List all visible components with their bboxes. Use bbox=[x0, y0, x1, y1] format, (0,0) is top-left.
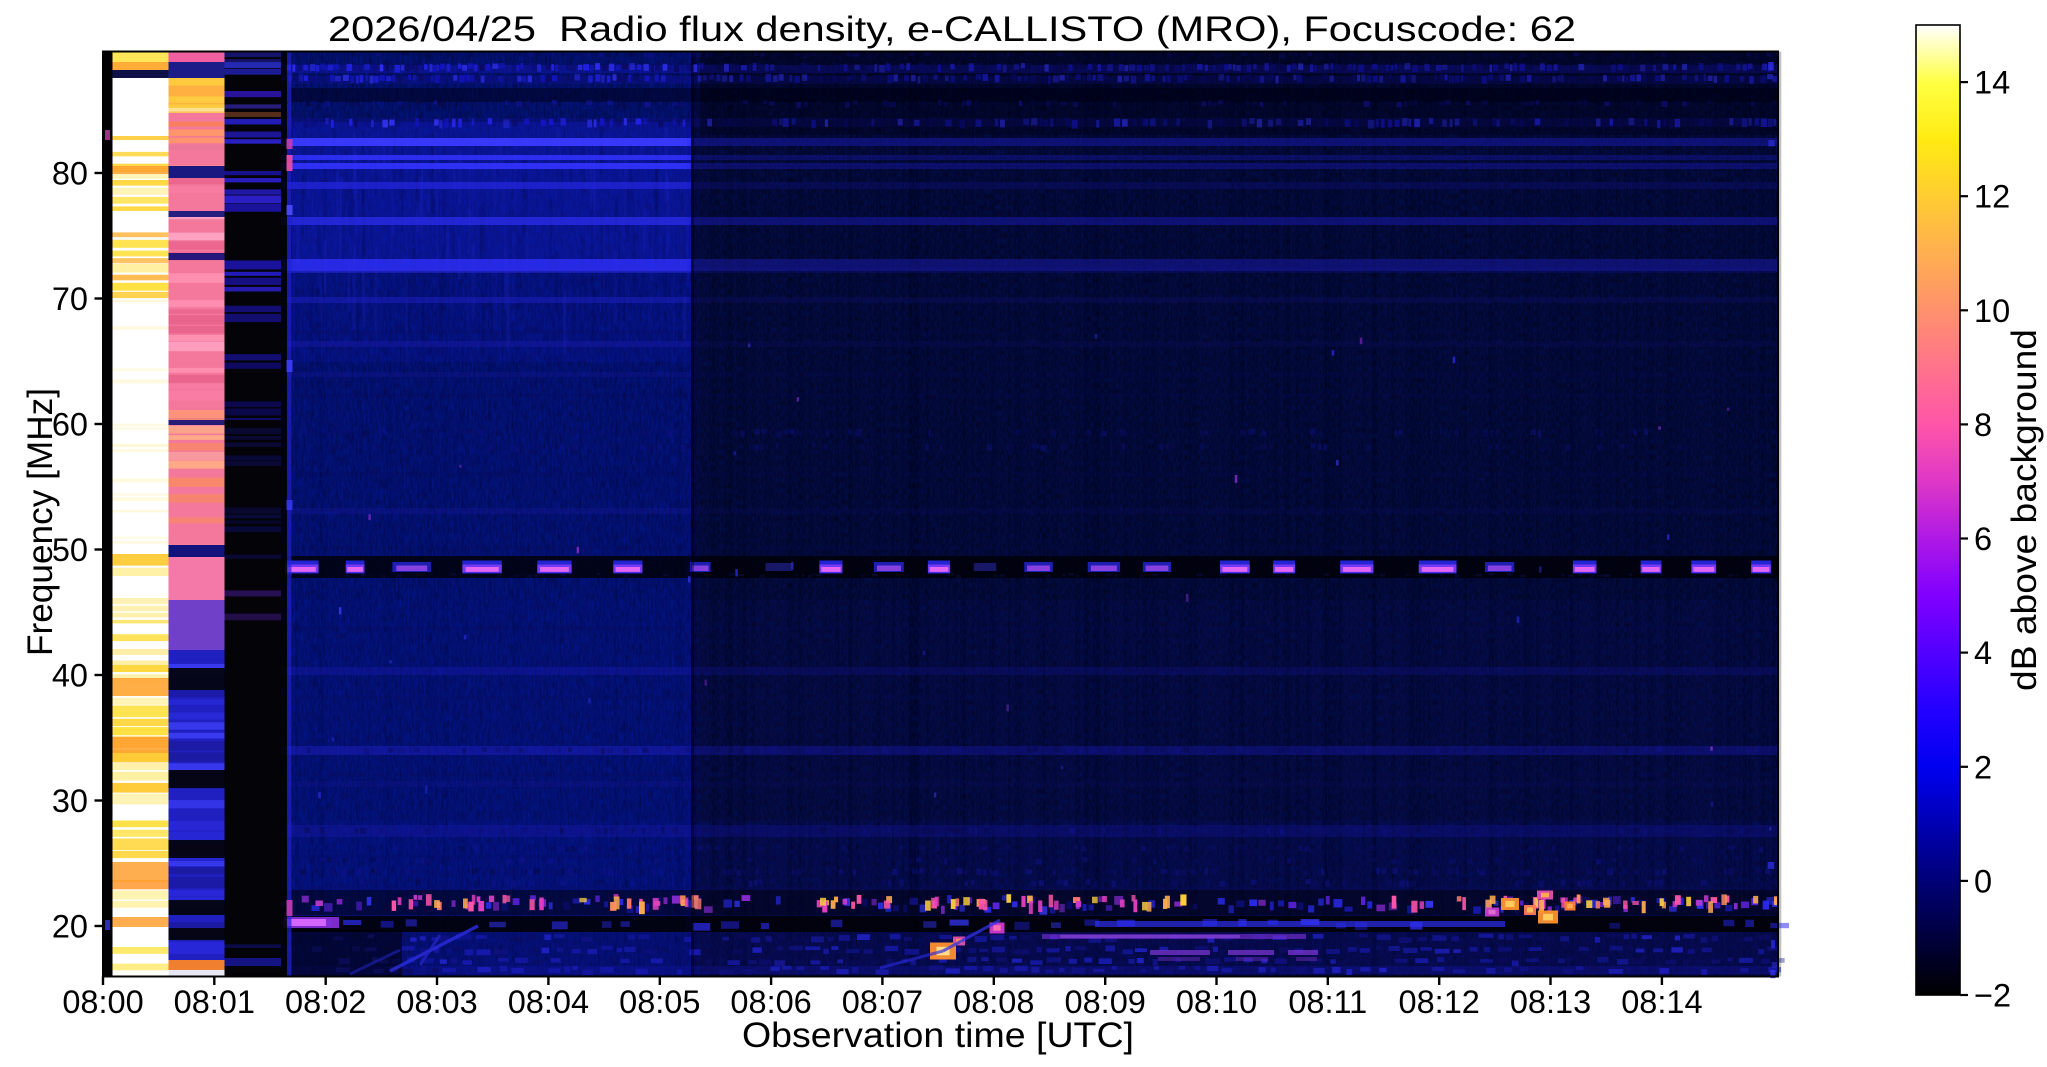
svg-text:2026/04/25 Radio flux density: 2026/04/25 Radio flux density, e-CALLIST… bbox=[328, 9, 1576, 49]
svg-text:40: 40 bbox=[52, 658, 88, 694]
svg-text:08:10: 08:10 bbox=[1176, 984, 1257, 1020]
svg-text:8: 8 bbox=[1974, 407, 1992, 443]
svg-text:60: 60 bbox=[52, 407, 88, 443]
svg-text:70: 70 bbox=[52, 281, 88, 317]
svg-text:08:05: 08:05 bbox=[619, 984, 700, 1020]
svg-text:dB above background: dB above background bbox=[2004, 329, 2044, 691]
svg-text:80: 80 bbox=[52, 156, 88, 192]
svg-text:50: 50 bbox=[52, 532, 88, 568]
svg-text:Observation time [UTC]: Observation time [UTC] bbox=[742, 1015, 1134, 1055]
svg-text:30: 30 bbox=[52, 783, 88, 819]
svg-text:08:08: 08:08 bbox=[953, 984, 1034, 1020]
svg-text:08:09: 08:09 bbox=[1065, 984, 1146, 1020]
svg-text:08:12: 08:12 bbox=[1399, 984, 1480, 1020]
svg-text:08:11: 08:11 bbox=[1288, 984, 1367, 1020]
svg-text:−2: −2 bbox=[1974, 978, 2011, 1014]
svg-text:08:06: 08:06 bbox=[730, 984, 811, 1020]
svg-text:08:00: 08:00 bbox=[62, 984, 143, 1020]
svg-text:08:07: 08:07 bbox=[842, 984, 923, 1020]
svg-text:6: 6 bbox=[1974, 521, 1992, 557]
svg-text:08:13: 08:13 bbox=[1510, 984, 1591, 1020]
svg-text:08:03: 08:03 bbox=[396, 984, 477, 1020]
svg-text:12: 12 bbox=[1974, 179, 2010, 215]
svg-text:2: 2 bbox=[1974, 749, 1992, 785]
svg-text:14: 14 bbox=[1974, 65, 2010, 101]
svg-text:08:04: 08:04 bbox=[508, 984, 589, 1020]
svg-text:Frequency [MHz]: Frequency [MHz] bbox=[20, 388, 60, 656]
svg-text:08:02: 08:02 bbox=[285, 984, 366, 1020]
svg-text:10: 10 bbox=[1974, 293, 2010, 329]
svg-text:4: 4 bbox=[1974, 635, 1992, 671]
svg-text:20: 20 bbox=[52, 909, 88, 945]
svg-text:08:14: 08:14 bbox=[1621, 984, 1702, 1020]
svg-text:0: 0 bbox=[1974, 863, 1992, 899]
svg-text:08:01: 08:01 bbox=[174, 984, 255, 1020]
